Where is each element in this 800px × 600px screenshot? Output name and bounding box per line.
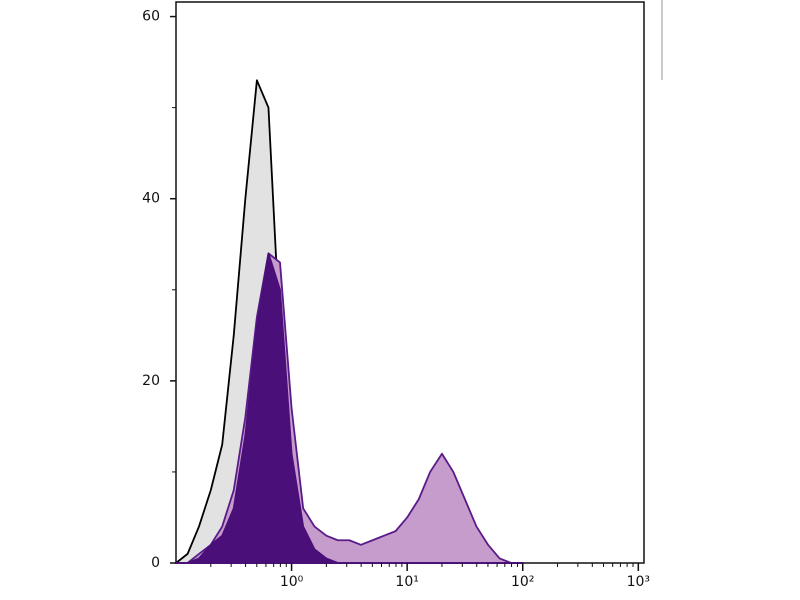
x-tick-label: 10² — [511, 574, 534, 590]
y-tick-label: 60 — [142, 9, 160, 25]
y-tick-label: 0 — [151, 555, 160, 571]
y-tick-label: 40 — [142, 191, 160, 207]
histogram-area — [175, 252, 524, 564]
histogram-area — [175, 79, 524, 564]
x-tick-label: 10⁰ — [280, 574, 304, 590]
x-tick-label: 10³ — [627, 574, 650, 590]
y-tick-label: 20 — [142, 373, 160, 389]
x-tick-label: 10¹ — [395, 574, 418, 590]
